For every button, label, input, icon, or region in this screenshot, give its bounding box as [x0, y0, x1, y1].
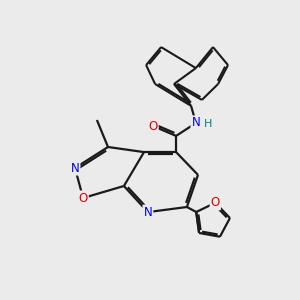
- Text: O: O: [148, 119, 158, 133]
- Text: H: H: [204, 119, 212, 129]
- Text: O: O: [79, 191, 88, 205]
- Text: N: N: [191, 116, 200, 130]
- Text: N: N: [70, 161, 80, 175]
- Text: O: O: [211, 196, 220, 209]
- Text: N: N: [143, 206, 152, 219]
